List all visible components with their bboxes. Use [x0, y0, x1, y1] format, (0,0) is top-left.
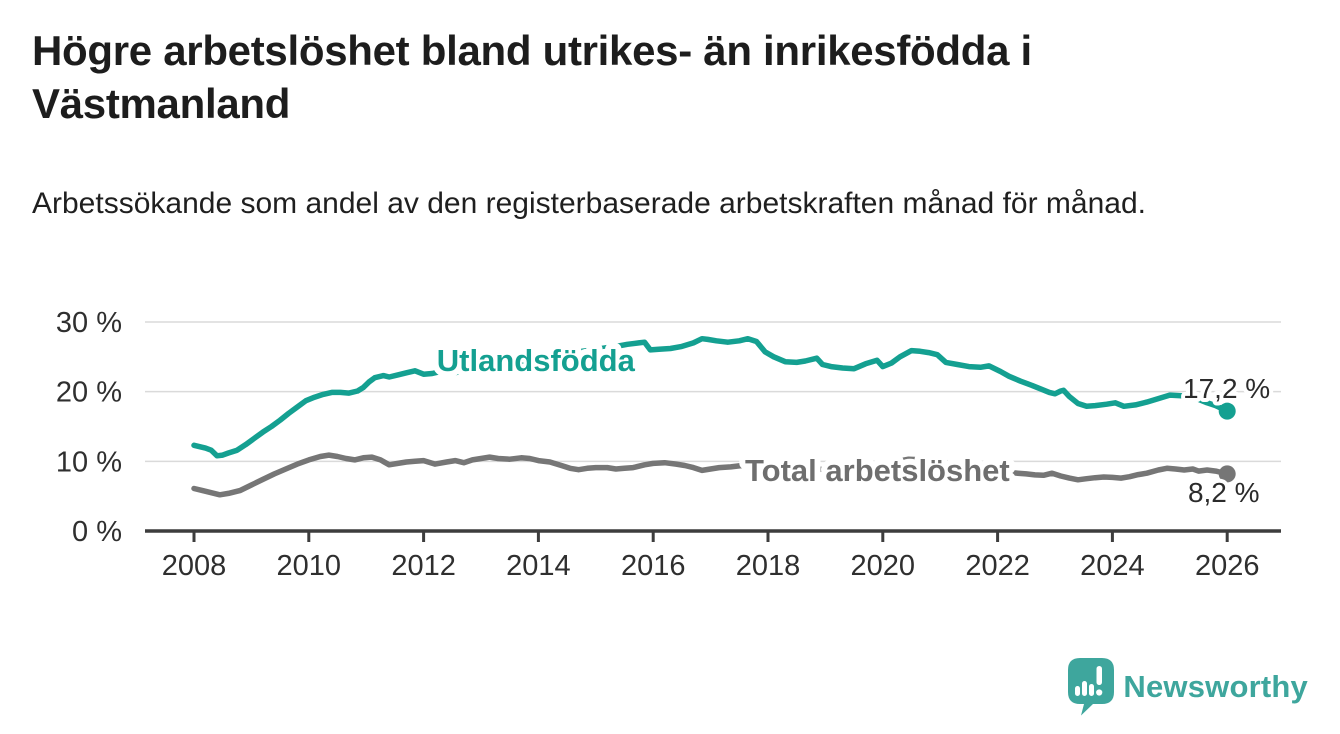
x-tick-label: 2024 — [1080, 550, 1145, 582]
series-end-dot — [1218, 465, 1236, 483]
newsworthy-speech-bubble-bar-chart-icon — [1068, 658, 1115, 716]
x-tick-label: 2010 — [277, 550, 342, 582]
series-label: Total arbetslöshet — [745, 453, 1010, 488]
series-line-utlandsfodda — [191, 335, 1230, 459]
x-tick-label: 2008 — [162, 550, 227, 582]
x-tick-label: 2026 — [1195, 550, 1260, 582]
series-end-dot — [1218, 402, 1236, 420]
x-tick-label: 2020 — [851, 550, 916, 582]
y-tick-label: 20 % — [56, 377, 122, 409]
y-tick-label: 0 % — [72, 516, 122, 548]
chart-subtitle: Arbetssökande som andel av den registerb… — [32, 187, 1146, 220]
y-tick-label: 30 % — [56, 307, 122, 339]
series-line-total — [191, 452, 1230, 498]
x-tick-label: 2022 — [965, 550, 1030, 582]
page-title: Högre arbetslöshet bland utrikes- än inr… — [32, 27, 1032, 128]
end-value-label: 17,2 % — [1183, 373, 1270, 404]
brand-name: Newsworthy — [1123, 669, 1308, 704]
x-tick-label: 2012 — [391, 550, 456, 582]
series-label: Utlandsfödda — [437, 343, 636, 378]
x-tick-label: 2014 — [506, 550, 571, 582]
x-tick-label: 2016 — [621, 550, 686, 582]
end-value-label: 8,2 % — [1188, 477, 1260, 508]
newsworthy-logo: Newsworthy — [1068, 658, 1308, 716]
y-tick-label: 10 % — [56, 446, 122, 478]
x-tick-label: 2018 — [736, 550, 801, 582]
